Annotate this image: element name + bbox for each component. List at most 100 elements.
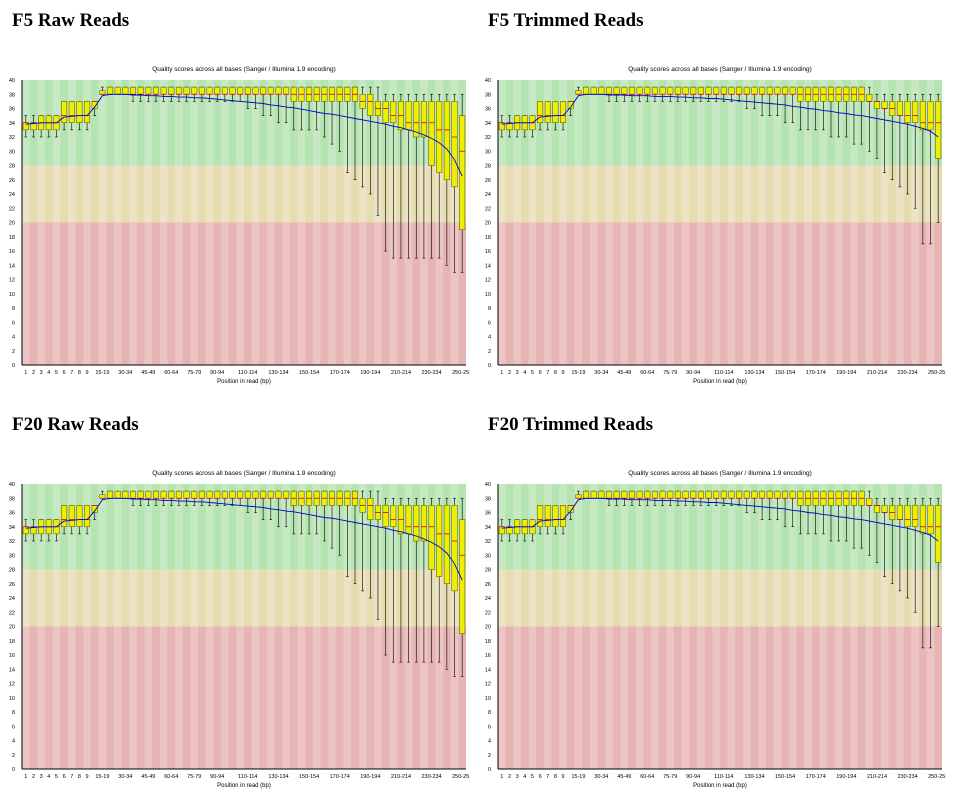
x-tick-label: 4 xyxy=(523,774,526,780)
band-stripe xyxy=(144,80,153,365)
quartile-box xyxy=(713,86,720,95)
quartile-box xyxy=(583,490,590,499)
y-tick-label: 38 xyxy=(9,92,15,98)
quartile-box xyxy=(705,490,712,499)
x-tick-label: 75-79 xyxy=(187,370,201,376)
quartile-box xyxy=(206,86,213,95)
y-tick-label: 16 xyxy=(9,249,15,255)
quartile-box xyxy=(122,490,129,499)
quartile-box xyxy=(751,490,758,499)
x-tick-label: 230-234 xyxy=(421,370,441,376)
quartile-box xyxy=(751,86,758,95)
y-tick-label: 32 xyxy=(9,539,15,545)
panel-f5-trimmed: F5 Trimmed Reads Quality scores across a… xyxy=(476,0,946,392)
x-tick-label: 170-174 xyxy=(806,370,826,376)
quartile-box xyxy=(697,490,704,499)
y-tick-label: 20 xyxy=(9,625,15,631)
y-tick-label: 26 xyxy=(9,582,15,588)
x-tick-label: 9 xyxy=(562,370,565,376)
band-stripe xyxy=(374,80,382,365)
x-tick-label: 1 xyxy=(500,370,503,376)
x-tick-label: 230-234 xyxy=(897,370,917,376)
x-tick-label: 130-134 xyxy=(268,370,288,376)
x-tick-label: 130-134 xyxy=(268,774,288,780)
quartile-box xyxy=(198,86,205,95)
quartile-box xyxy=(367,94,374,116)
band-stripe xyxy=(865,484,874,769)
band-stripe xyxy=(251,484,260,769)
quartile-box xyxy=(428,505,435,570)
quartile-box xyxy=(682,86,689,95)
y-tick-label: 32 xyxy=(485,135,491,141)
quartile-box xyxy=(137,490,144,499)
quartile-box xyxy=(896,505,903,520)
band-stripe xyxy=(67,484,76,769)
y-tick-label: 4 xyxy=(12,335,15,341)
y-tick-label: 36 xyxy=(9,107,15,113)
panel-f20-trimmed: F20 Trimmed Reads Quality scores across … xyxy=(476,404,946,796)
quartile-box xyxy=(283,490,290,499)
y-tick-label: 26 xyxy=(485,582,491,588)
band-stripe xyxy=(282,484,290,769)
y-tick-label: 14 xyxy=(485,263,491,269)
quartile-box xyxy=(122,86,129,95)
band-stripe xyxy=(681,484,690,769)
y-tick-label: 20 xyxy=(485,221,491,227)
quartile-box xyxy=(114,86,121,95)
band-stripe xyxy=(651,80,659,365)
quartile-box xyxy=(927,505,934,535)
quartile-box xyxy=(651,490,658,499)
band-stripe xyxy=(343,80,352,365)
band-stripe xyxy=(742,80,751,365)
y-tick-label: 36 xyxy=(485,107,491,113)
band-stripe xyxy=(266,484,275,769)
x-tick-label: 90-94 xyxy=(686,370,700,376)
quality-chart-f20-trimmed: Quality scores across all bases (Sanger … xyxy=(485,470,946,789)
x-tick-label: 45-49 xyxy=(141,370,155,376)
band-bad xyxy=(498,626,942,769)
band-stripe xyxy=(865,80,874,365)
band-stripe xyxy=(205,484,214,769)
x-tick-label: 170-174 xyxy=(330,370,350,376)
quartile-box xyxy=(428,101,435,166)
x-tick-label: 7 xyxy=(546,370,549,376)
band-stripe xyxy=(605,484,613,769)
quartile-box xyxy=(275,490,282,499)
y-tick-label: 2 xyxy=(488,349,491,355)
y-tick-label: 24 xyxy=(485,192,491,198)
quartile-box xyxy=(237,490,244,499)
x-tick-label: 5 xyxy=(55,370,58,376)
band-stripe xyxy=(911,484,920,769)
x-tick-label: 90-94 xyxy=(210,370,224,376)
panel-title: F5 Raw Reads xyxy=(12,10,130,31)
quartile-box xyxy=(759,86,766,95)
band-stripe xyxy=(742,484,751,769)
quartile-box xyxy=(537,505,544,527)
quartile-box xyxy=(260,86,267,95)
band-stripe xyxy=(880,484,889,769)
band-stripe xyxy=(22,80,30,365)
quartile-box xyxy=(736,490,743,499)
band-stripe xyxy=(819,80,828,365)
band-stripe xyxy=(819,484,828,769)
band-warn xyxy=(22,569,466,627)
x-tick-label: 4 xyxy=(47,774,50,780)
x-tick-label: 250-251 xyxy=(452,370,470,376)
x-tick-label: 9 xyxy=(86,774,89,780)
quartile-box xyxy=(390,505,397,527)
band-stripe xyxy=(159,80,168,365)
x-tick-label: 1 xyxy=(24,774,27,780)
band-stripe xyxy=(727,484,736,769)
x-tick-label: 45-49 xyxy=(617,774,631,780)
y-tick-label: 40 xyxy=(9,78,15,84)
band-stripe xyxy=(635,80,644,365)
y-tick-label: 38 xyxy=(485,92,491,98)
y-tick-label: 40 xyxy=(9,482,15,488)
x-tick-label: 150-154 xyxy=(299,774,319,780)
y-tick-label: 0 xyxy=(12,363,15,369)
quartile-box xyxy=(267,86,274,95)
y-tick-label: 20 xyxy=(9,221,15,227)
quartile-box xyxy=(705,86,712,95)
x-tick-label: 190-194 xyxy=(836,774,856,780)
x-tick-label: 6 xyxy=(63,370,66,376)
